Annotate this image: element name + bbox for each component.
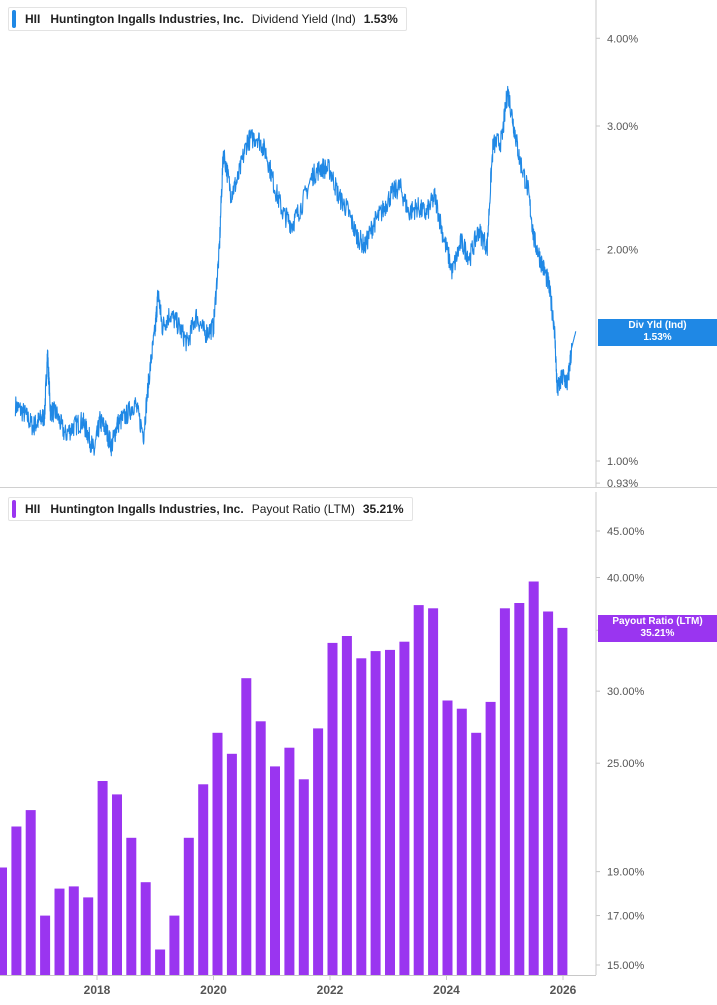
payout-bar (0, 867, 7, 975)
payout-bar (428, 608, 439, 975)
payout-bar (155, 949, 166, 975)
legend-metric: Dividend Yield (Ind) (251, 12, 356, 26)
y-tick-label: 15.00% (607, 960, 645, 972)
payout-bar (543, 611, 554, 975)
payout-bar (284, 747, 295, 975)
payout-bar (485, 701, 496, 975)
x-tick-label: 2018 (84, 983, 111, 997)
dividend-yield-line (14, 85, 577, 457)
legend-dividend-yield: HII Huntington Ingalls Industries, Inc. … (8, 7, 407, 31)
flag-payout-ratio: Payout Ratio (LTM) 35.21% (598, 615, 717, 642)
legend-value: 1.53% (363, 12, 398, 26)
y-tick-label: 45.00% (607, 526, 645, 538)
x-tick-label: 2026 (550, 983, 577, 997)
flag-value: 1.53% (643, 332, 672, 343)
payout-bar (557, 627, 568, 975)
legend-company: Huntington Ingalls Industries, Inc. (50, 12, 244, 26)
x-tick-label: 2020 (200, 983, 227, 997)
x-tick-label: 2024 (433, 983, 460, 997)
payout-bar (226, 753, 237, 975)
payout-bar (442, 700, 453, 975)
payout-bar (169, 915, 180, 975)
legend-ticker: HII (25, 502, 41, 516)
payout-bar (255, 721, 266, 975)
payout-bar (270, 766, 280, 975)
y-tick-label: 0.93% (607, 478, 638, 490)
payout-bar (68, 886, 79, 975)
y-tick-label: 2.00% (607, 245, 638, 257)
flag-div-yield: Div Yld (Ind) 1.53% (598, 319, 717, 346)
y-tick-label: 1.00% (607, 456, 638, 468)
legend-company: Huntington Ingalls Industries, Inc. (50, 502, 244, 516)
payout-bar (83, 897, 94, 975)
payout-bar (313, 728, 324, 975)
payout-bar (126, 837, 137, 975)
payout-bar (198, 784, 209, 975)
payout-bar (241, 678, 252, 975)
y-tick-label: 3.00% (607, 121, 638, 133)
x-tick-label: 2022 (317, 983, 344, 997)
payout-bar (112, 794, 122, 975)
payout-bar (25, 810, 36, 975)
payout-bar (11, 826, 22, 975)
payout-bar (385, 649, 395, 975)
payout-bar (212, 732, 223, 975)
payout-bar (298, 779, 309, 975)
legend-ticker: HII (25, 12, 41, 26)
y-tick-label: 30.00% (607, 686, 645, 698)
payout-bar (54, 888, 65, 975)
y-tick-label: 25.00% (607, 758, 645, 770)
payout-bar (356, 658, 367, 975)
payout-bar (528, 581, 539, 975)
payout-bar (471, 732, 482, 975)
y-tick-label: 40.00% (607, 573, 645, 585)
payout-bar (370, 651, 381, 975)
payout-bar (399, 641, 410, 975)
flag-label: Payout Ratio (LTM) (612, 616, 703, 627)
y-tick-label: 4.00% (607, 33, 638, 45)
legend-value: 35.21% (362, 502, 404, 516)
legend-metric: Payout Ratio (LTM) (251, 502, 355, 516)
payout-bar (183, 837, 194, 975)
payout-bar (97, 781, 108, 975)
flag-label: Div Yld (Ind) (628, 320, 687, 331)
payout-bar (514, 603, 525, 975)
payout-bar (327, 642, 338, 975)
payout-bar (40, 915, 51, 975)
flag-value: 35.21% (640, 628, 675, 639)
yield-swatch (12, 10, 16, 28)
payout-bar (456, 708, 467, 975)
legend-payout-ratio: HII Huntington Ingalls Industries, Inc. … (8, 497, 413, 521)
payout-bar (413, 605, 424, 975)
y-tick-label: 17.00% (607, 911, 645, 923)
payout-bar (499, 608, 510, 975)
payout-bar (341, 636, 352, 975)
y-tick-label: 19.00% (607, 867, 645, 879)
payout-swatch (12, 500, 16, 518)
payout-bar (140, 882, 151, 975)
